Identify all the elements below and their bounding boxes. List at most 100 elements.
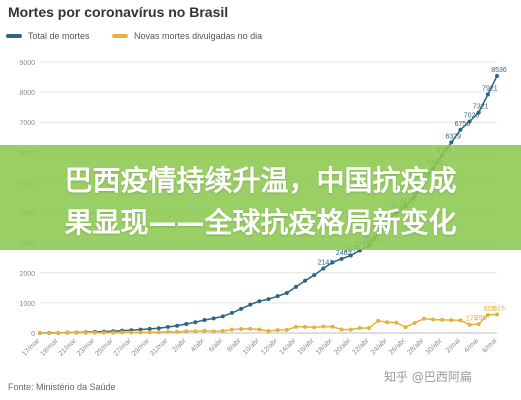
- data-point[interactable]: [339, 327, 344, 332]
- data-point[interactable]: [257, 327, 262, 332]
- data-point[interactable]: [476, 110, 481, 115]
- data-point[interactable]: [239, 306, 244, 311]
- data-point[interactable]: [339, 256, 344, 261]
- data-point[interactable]: [74, 330, 79, 335]
- data-point[interactable]: [156, 326, 161, 331]
- data-point[interactable]: [312, 273, 317, 278]
- data-point[interactable]: [65, 330, 70, 335]
- data-point[interactable]: [248, 302, 253, 307]
- data-point[interactable]: [184, 321, 189, 326]
- data-point[interactable]: [138, 327, 143, 332]
- data-point[interactable]: [348, 327, 353, 332]
- data-point[interactable]: [495, 312, 499, 317]
- data-point[interactable]: [312, 325, 317, 330]
- data-point[interactable]: [357, 326, 362, 331]
- data-point[interactable]: [38, 330, 42, 335]
- data-point[interactable]: [458, 127, 463, 132]
- data-label: 296: [475, 315, 487, 322]
- data-point[interactable]: [431, 317, 436, 322]
- data-point[interactable]: [303, 278, 308, 283]
- data-point[interactable]: [275, 328, 280, 333]
- data-point[interactable]: [92, 330, 97, 335]
- x-axis: 17/mar19/mar21/mar23/mar25/mar27/mar29/m…: [21, 332, 499, 358]
- data-point[interactable]: [440, 317, 445, 322]
- data-point[interactable]: [348, 253, 353, 258]
- data-point[interactable]: [184, 329, 189, 334]
- data-point[interactable]: [485, 92, 490, 97]
- data-point[interactable]: [467, 119, 472, 124]
- data-point[interactable]: [147, 326, 152, 331]
- data-point[interactable]: [156, 330, 161, 335]
- data-label: 6329: [446, 133, 462, 140]
- data-point[interactable]: [56, 330, 61, 335]
- data-point[interactable]: [467, 322, 472, 327]
- y-tick-label: 0: [31, 331, 35, 338]
- data-point[interactable]: [485, 312, 490, 317]
- data-point[interactable]: [385, 320, 390, 325]
- x-tick-label: 16/abr: [297, 337, 316, 356]
- data-point[interactable]: [229, 310, 234, 315]
- data-point[interactable]: [211, 316, 216, 321]
- data-point[interactable]: [239, 326, 244, 331]
- x-tick-label: 18/abr: [315, 337, 334, 356]
- data-point[interactable]: [412, 320, 417, 325]
- data-point[interactable]: [129, 330, 134, 335]
- data-label: 7321: [473, 104, 489, 111]
- data-point[interactable]: [449, 140, 454, 145]
- data-point[interactable]: [165, 329, 170, 334]
- data-point[interactable]: [321, 324, 326, 329]
- x-tick-label: 17/mar: [21, 337, 42, 358]
- x-tick-label: 28/abr: [406, 337, 425, 356]
- data-label: 7025: [464, 112, 480, 119]
- data-point[interactable]: [165, 324, 170, 329]
- data-point[interactable]: [449, 318, 454, 323]
- data-point[interactable]: [211, 329, 216, 334]
- y-tick-label: 7000: [19, 120, 35, 127]
- data-point[interactable]: [330, 324, 335, 329]
- data-point[interactable]: [421, 316, 426, 321]
- data-point[interactable]: [495, 73, 499, 78]
- data-point[interactable]: [175, 329, 180, 334]
- data-point[interactable]: [111, 330, 116, 335]
- legend-item-novas[interactable]: Novas mortes divulgadas no dia: [112, 31, 262, 41]
- data-point[interactable]: [266, 328, 271, 333]
- data-point[interactable]: [138, 330, 143, 335]
- y-tick-label: 1000: [19, 301, 35, 308]
- data-point[interactable]: [266, 297, 271, 302]
- data-point[interactable]: [147, 330, 152, 335]
- data-point[interactable]: [330, 260, 335, 265]
- data-point[interactable]: [47, 330, 52, 335]
- data-point[interactable]: [220, 314, 225, 319]
- data-point[interactable]: [120, 330, 125, 335]
- data-point[interactable]: [202, 318, 207, 323]
- data-point[interactable]: [476, 322, 481, 327]
- legend-item-total[interactable]: Total de mortes: [6, 31, 90, 41]
- x-tick-label: 4/abr: [190, 337, 207, 354]
- x-tick-label: 8/abr: [226, 337, 243, 354]
- data-point[interactable]: [193, 329, 198, 334]
- data-point[interactable]: [175, 323, 180, 328]
- legend-swatch-total: [6, 34, 22, 38]
- data-point[interactable]: [293, 284, 298, 289]
- data-point[interactable]: [220, 328, 225, 333]
- x-tick-label: 12/abr: [260, 337, 279, 356]
- data-point[interactable]: [202, 328, 207, 333]
- data-point[interactable]: [284, 291, 289, 296]
- data-point[interactable]: [293, 324, 298, 329]
- data-point[interactable]: [284, 327, 289, 332]
- data-point[interactable]: [403, 325, 408, 330]
- data-point[interactable]: [229, 327, 234, 332]
- data-point[interactable]: [275, 294, 280, 299]
- data-point[interactable]: [321, 266, 326, 271]
- data-point[interactable]: [394, 320, 399, 325]
- data-point[interactable]: [303, 324, 308, 329]
- data-point[interactable]: [376, 318, 381, 323]
- data-point[interactable]: [193, 320, 198, 325]
- data-point[interactable]: [101, 330, 106, 335]
- data-point[interactable]: [248, 326, 253, 331]
- data-point[interactable]: [458, 318, 463, 323]
- data-point[interactable]: [83, 330, 88, 335]
- data-point[interactable]: [257, 299, 262, 304]
- x-tick-label: 10/abr: [242, 337, 261, 356]
- data-point[interactable]: [367, 326, 372, 331]
